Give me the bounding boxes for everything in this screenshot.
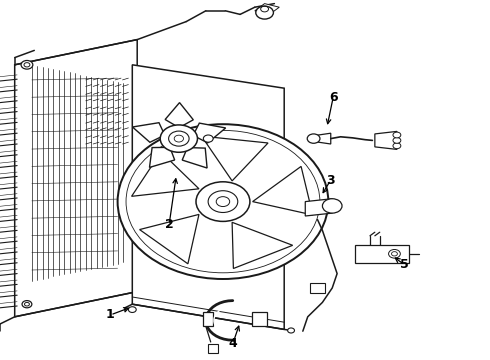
- Circle shape: [203, 135, 213, 142]
- Polygon shape: [287, 180, 301, 202]
- Circle shape: [22, 301, 32, 308]
- Polygon shape: [201, 136, 268, 181]
- Polygon shape: [140, 215, 199, 264]
- Circle shape: [118, 124, 328, 279]
- Polygon shape: [305, 199, 332, 216]
- Polygon shape: [149, 147, 174, 167]
- Circle shape: [256, 6, 273, 19]
- Text: 3: 3: [326, 174, 335, 186]
- Circle shape: [196, 182, 250, 221]
- Polygon shape: [182, 148, 207, 168]
- Polygon shape: [255, 4, 279, 14]
- Circle shape: [393, 143, 401, 149]
- Polygon shape: [355, 245, 409, 263]
- Circle shape: [216, 197, 230, 207]
- Polygon shape: [253, 166, 313, 215]
- Text: 4: 4: [228, 337, 237, 350]
- Circle shape: [128, 307, 136, 312]
- Polygon shape: [132, 152, 199, 196]
- Circle shape: [393, 132, 401, 138]
- Polygon shape: [132, 65, 284, 329]
- Polygon shape: [232, 222, 293, 269]
- Text: 2: 2: [165, 219, 173, 231]
- Circle shape: [322, 199, 342, 213]
- Circle shape: [160, 125, 197, 152]
- Circle shape: [21, 60, 33, 69]
- Text: 6: 6: [329, 91, 338, 104]
- Polygon shape: [15, 40, 137, 317]
- Circle shape: [307, 134, 320, 143]
- Circle shape: [389, 249, 400, 258]
- Circle shape: [169, 131, 189, 146]
- Polygon shape: [165, 103, 194, 128]
- Polygon shape: [132, 123, 165, 142]
- Polygon shape: [375, 131, 397, 149]
- Polygon shape: [193, 123, 226, 143]
- Circle shape: [393, 138, 401, 143]
- Polygon shape: [252, 312, 267, 326]
- Polygon shape: [310, 283, 325, 293]
- Polygon shape: [203, 312, 213, 326]
- Polygon shape: [314, 133, 331, 144]
- Text: 1: 1: [106, 309, 115, 321]
- Polygon shape: [208, 344, 218, 353]
- Text: 5: 5: [400, 258, 409, 271]
- Circle shape: [288, 328, 294, 333]
